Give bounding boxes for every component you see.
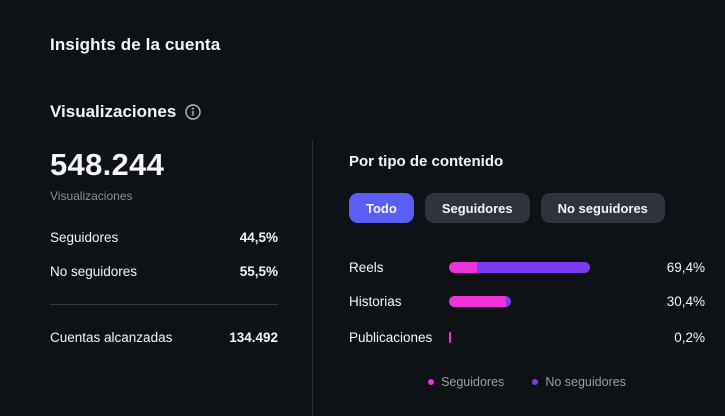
- bar-label: Reels: [349, 259, 384, 275]
- legend-item-seguidores: Seguidores: [428, 375, 504, 389]
- legend-item-no-seguidores: No seguidores: [532, 375, 626, 389]
- page-title: Insights de la cuenta: [50, 35, 221, 54]
- stat-value: 44,5%: [239, 230, 278, 245]
- legend-label: No seguidores: [545, 375, 626, 389]
- bar-label: Historias: [349, 293, 402, 309]
- bar-row-historias: Historias 30,4%: [349, 292, 705, 310]
- vertical-divider: [312, 140, 313, 416]
- tab-seguidores[interactable]: Seguidores: [424, 193, 530, 223]
- stacked-bar: [449, 261, 590, 273]
- bar-row-publicaciones: Publicaciones 0,2%: [349, 328, 705, 346]
- legend-label: Seguidores: [441, 375, 505, 389]
- tab-no-seguidores[interactable]: No seguidores: [540, 193, 665, 223]
- bar-value: 0,2%: [674, 329, 705, 345]
- legend-dot-no-seguidores: [532, 379, 539, 385]
- bar-track: [449, 261, 652, 273]
- legend-dot-seguidores: [428, 379, 435, 385]
- bar-row-reels: Reels 69,4%: [349, 258, 705, 276]
- stat-label: No seguidores: [50, 264, 138, 279]
- bar-track: [449, 331, 652, 343]
- views-heading-label: Visualizaciones: [50, 102, 177, 121]
- stat-label: Seguidores: [50, 230, 119, 245]
- views-section-heading: Visualizaciones: [50, 102, 202, 122]
- stat-row-cuentas-alcanzadas: Cuentas alcanzadas 134.492: [50, 330, 278, 345]
- horizontal-divider: [50, 304, 278, 305]
- stat-value: 134.492: [229, 330, 278, 345]
- bar-track: [449, 295, 652, 307]
- info-icon[interactable]: [185, 104, 202, 120]
- total-views-caption: Visualizaciones: [50, 189, 133, 203]
- content-type-tabs: Todo Seguidores No seguidores: [349, 193, 665, 223]
- stat-row-seguidores: Seguidores 44,5%: [50, 230, 278, 245]
- stat-row-no-seguidores: No seguidores 55,5%: [50, 264, 278, 279]
- bar-value: 69,4%: [666, 259, 705, 275]
- tab-todo[interactable]: Todo: [349, 193, 414, 223]
- total-views-value: 548.244: [50, 147, 165, 182]
- stat-value: 55,5%: [239, 264, 278, 279]
- bar-value: 30,4%: [666, 293, 705, 309]
- chart-legend: Seguidores No seguidores: [349, 375, 705, 389]
- stat-label: Cuentas alcanzadas: [50, 330, 173, 345]
- content-type-heading: Por tipo de contenido: [349, 153, 504, 170]
- stacked-bar: [449, 295, 511, 307]
- stacked-bar: [449, 331, 451, 343]
- bar-label: Publicaciones: [349, 329, 433, 345]
